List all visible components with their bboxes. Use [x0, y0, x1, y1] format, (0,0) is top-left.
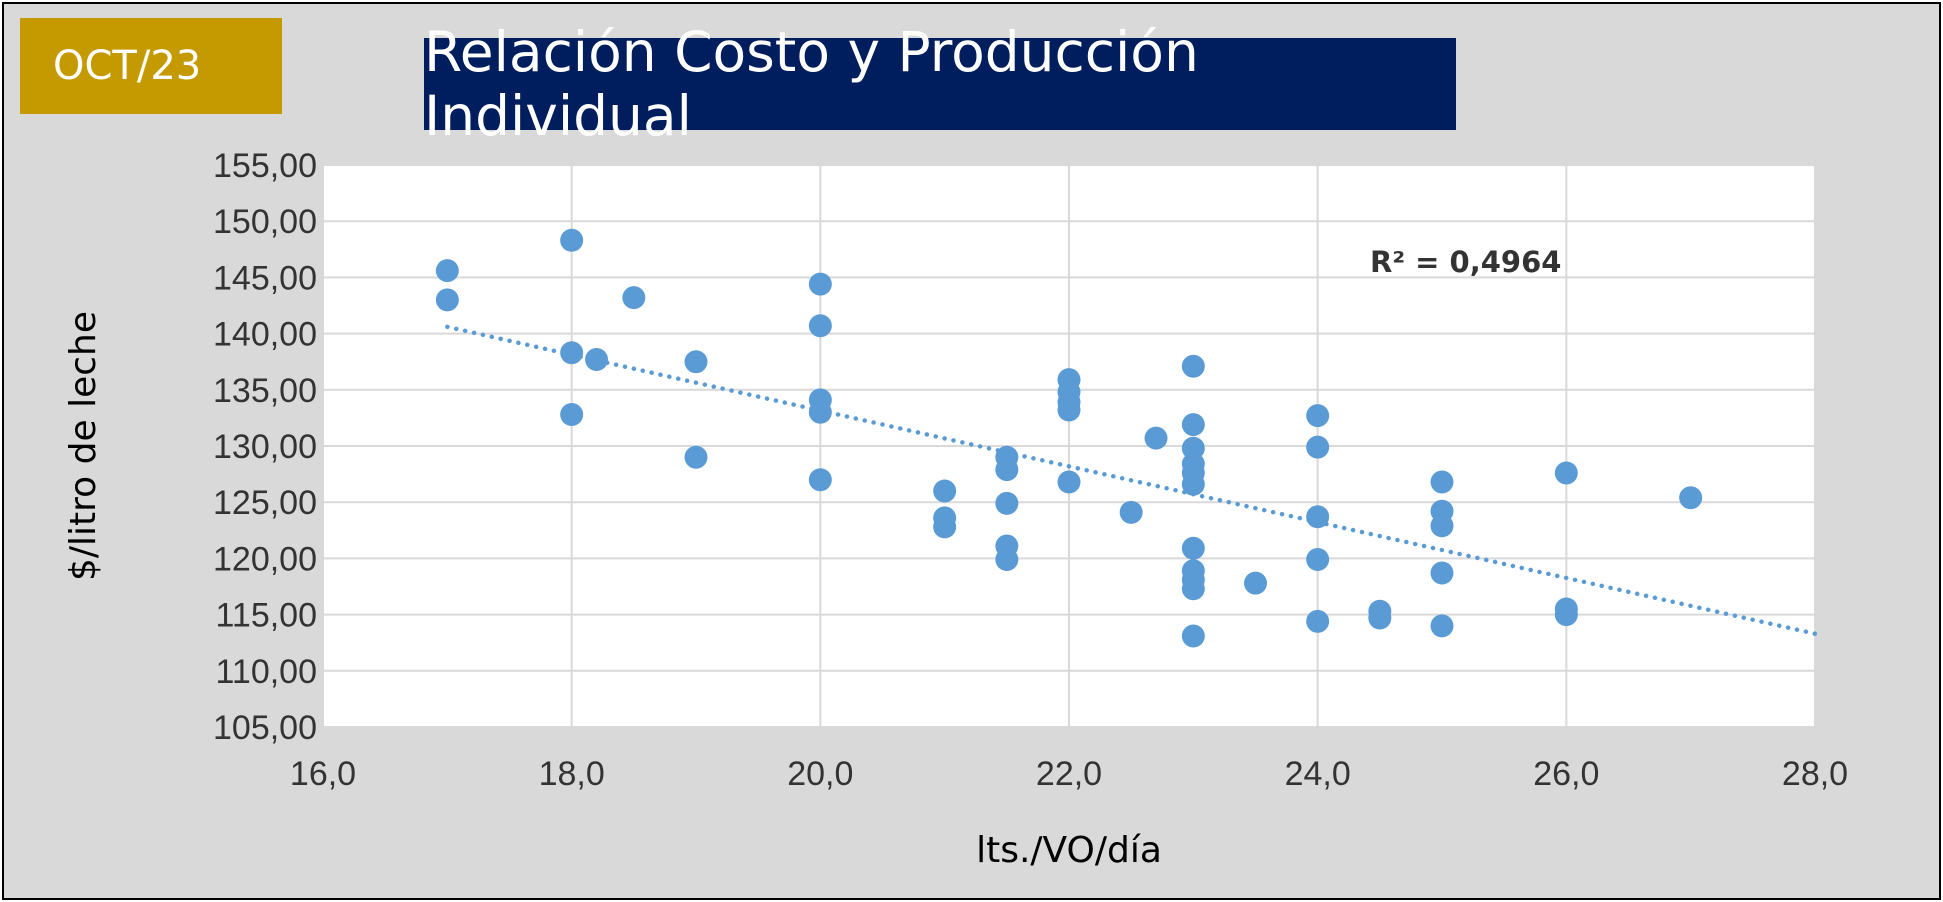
y-tick-label: 140,00: [213, 316, 317, 354]
data-point: [1244, 571, 1267, 595]
x-tick-label: 18,0: [539, 755, 605, 793]
data-point: [1306, 609, 1330, 633]
data-point: [622, 286, 646, 310]
data-point: [933, 479, 957, 503]
data-point: [1430, 470, 1454, 494]
data-point: [1430, 561, 1454, 585]
x-tick-label: 20,0: [787, 755, 853, 793]
y-tick-label: 130,00: [213, 428, 317, 466]
data-point: [995, 548, 1019, 572]
data-point: [1430, 614, 1454, 638]
x-tick-label: 16,0: [290, 755, 356, 793]
data-point: [1181, 624, 1205, 648]
data-point: [1306, 404, 1330, 428]
data-point: [684, 445, 708, 469]
x-axis-label: lts./VO/día: [976, 830, 1162, 871]
data-point: [808, 272, 832, 296]
data-points: [435, 228, 1703, 648]
x-tick-labels: 16,0 18,0 20,0 22,0 24,0 26,0 28,0: [290, 755, 1848, 793]
data-point: [585, 347, 609, 371]
data-point: [1181, 472, 1205, 496]
x-tick-label: 22,0: [1036, 755, 1102, 793]
data-point: [808, 400, 832, 424]
y-tick-label: 150,00: [213, 203, 317, 241]
y-tick-label: 120,00: [213, 540, 317, 578]
data-point: [933, 515, 957, 539]
data-point: [1679, 486, 1703, 510]
data-point: [1144, 426, 1168, 450]
data-point: [560, 228, 584, 252]
data-point: [1181, 536, 1205, 560]
date-badge: OCT/23: [20, 18, 282, 114]
trendline-path: [445, 324, 1818, 636]
data-point: [1181, 413, 1205, 437]
data-point: [1306, 435, 1330, 459]
data-point: [1554, 461, 1578, 485]
data-point: [435, 288, 459, 312]
data-point: [995, 458, 1019, 482]
data-point: [808, 468, 832, 492]
x-tick-label: 28,0: [1782, 755, 1848, 793]
data-point: [435, 259, 459, 283]
r-squared-label: R² = 0,4964: [1370, 245, 1561, 279]
data-point: [1119, 500, 1143, 524]
y-tick-label: 155,00: [213, 147, 317, 185]
data-point: [1181, 577, 1205, 601]
y-tick-label: 115,00: [216, 597, 317, 635]
data-point: [808, 314, 832, 338]
y-tick-label: 105,00: [213, 709, 317, 747]
y-tick-label: 145,00: [213, 259, 317, 297]
data-point: [1181, 436, 1205, 460]
data-point: [1181, 354, 1205, 378]
data-point: [560, 341, 584, 365]
data-point: [1368, 606, 1392, 630]
trendline: [445, 324, 1818, 636]
y-tick-label: 125,00: [213, 484, 317, 522]
y-axis-label: $/litro de leche: [63, 311, 104, 581]
x-tick-label: 24,0: [1285, 755, 1351, 793]
data-point: [560, 403, 584, 427]
data-point: [995, 491, 1019, 515]
data-point: [1306, 505, 1330, 529]
x-tick-label: 26,0: [1533, 755, 1599, 793]
y-tick-label: 135,00: [213, 372, 317, 410]
data-point: [1057, 398, 1081, 422]
y-tick-label: 110,00: [216, 653, 317, 691]
data-point: [684, 350, 708, 374]
data-point: [1306, 548, 1330, 572]
data-point: [1554, 603, 1578, 627]
data-point: [1057, 470, 1081, 494]
y-tick-labels: 105,00 110,00 115,00 120,00 125,00 130,00 135,…: [213, 147, 317, 747]
data-point: [1430, 514, 1454, 538]
